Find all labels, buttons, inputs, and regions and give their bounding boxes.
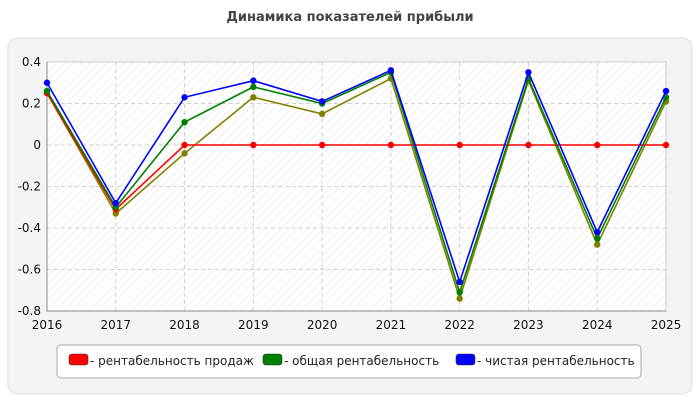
- x-tick-label: 2019: [238, 318, 269, 332]
- x-tick-label: 2024: [582, 318, 613, 332]
- series-olive-line: [46, 77, 667, 302]
- x-tick-label: 2020: [307, 318, 338, 332]
- legend-label-2: - чистая рентабельность: [477, 354, 635, 368]
- series-2-point: [456, 278, 463, 286]
- series-2-point: [181, 94, 188, 101]
- series-2-point: [525, 69, 532, 76]
- legend-label-0: - рентабельность продаж: [90, 354, 254, 368]
- legend-label-1: - общая рентабельность: [284, 354, 439, 368]
- series-1-point: [43, 87, 51, 95]
- legend-swatch-2: [455, 353, 476, 366]
- series-0-point: [318, 141, 326, 149]
- x-tick-label: 2023: [513, 318, 544, 332]
- legend-swatch-1: [262, 353, 283, 366]
- y-tick-label: -0.2: [18, 180, 41, 194]
- x-tick-label: 2017: [101, 318, 132, 332]
- series-2-point: [662, 87, 670, 95]
- legend-box: [56, 344, 642, 379]
- series-olive-point: [594, 241, 601, 248]
- y-tick-label: -0.4: [18, 221, 41, 235]
- chart-title: Динамика показателей прибыли: [226, 10, 474, 25]
- y-tick-label: 0: [33, 138, 41, 152]
- legend-swatch-0: [68, 353, 89, 366]
- y-tick-label: 0.4: [22, 55, 41, 69]
- series-olive-point: [181, 150, 188, 157]
- y-tick-label: -0.6: [18, 263, 41, 277]
- series-2-line: [46, 69, 667, 285]
- series-1-point: [250, 83, 257, 91]
- series-olive-point: [250, 94, 257, 101]
- x-tick-label: 2016: [32, 318, 63, 332]
- series-0-point: [250, 141, 257, 149]
- series-1-point: [181, 118, 188, 126]
- series-1-point: [594, 235, 601, 242]
- series-0-point: [594, 141, 601, 149]
- series-2-point: [112, 199, 119, 207]
- series-1-point: [456, 289, 463, 296]
- series-0-point: [525, 141, 532, 149]
- series-1-line: [46, 71, 667, 295]
- series-2-point: [387, 67, 395, 74]
- series-2-point: [318, 98, 326, 105]
- x-tick-label: 2018: [169, 318, 200, 332]
- x-tick-label: 2022: [444, 318, 475, 332]
- series-2-point: [250, 77, 257, 84]
- x-tick-label: 2025: [651, 318, 682, 332]
- y-tick-label: 0.2: [22, 97, 41, 111]
- series-0-point: [181, 141, 188, 149]
- series-0-point: [387, 141, 395, 149]
- series-0-point: [456, 141, 463, 149]
- series-0-line: [46, 92, 666, 211]
- series-0-point: [662, 141, 670, 149]
- series-olive-point: [456, 295, 463, 302]
- y-tick-label: -0.8: [18, 304, 41, 318]
- series-olive-point: [318, 110, 326, 118]
- x-tick-label: 2021: [376, 318, 407, 332]
- series-2-point: [594, 228, 601, 236]
- series-2-point: [43, 79, 51, 86]
